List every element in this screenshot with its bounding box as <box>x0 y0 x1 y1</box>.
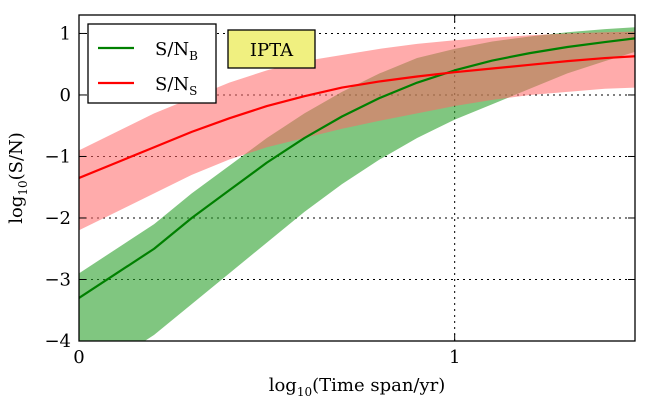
legend-label-sn-s: S/NS <box>155 74 197 98</box>
x-tick-label: 0 <box>73 347 84 368</box>
legend-box <box>87 23 217 104</box>
uncertainty-bands <box>79 27 635 341</box>
y-axis-label: log10(S/N) <box>6 132 30 224</box>
y-tick-label: 0 <box>60 85 71 106</box>
x-axis-label: log10(Time span/yr) <box>269 375 446 399</box>
legend-label-sn-b: S/NB <box>155 39 198 63</box>
x-tick-label: 1 <box>449 347 460 368</box>
line-sn-b <box>79 37 635 299</box>
ipta-label: IPTA <box>250 40 294 61</box>
band-sn-b <box>79 27 635 341</box>
ipta-annotation: IPTA <box>227 29 316 69</box>
ticks: −4 −3 −2 −1 0 1 0 1 <box>44 15 635 368</box>
y-tick-label: −4 <box>44 331 71 352</box>
band-sn-s <box>79 31 635 231</box>
y-tick-label: −1 <box>44 146 71 167</box>
series-lines <box>79 37 635 299</box>
ipta-box <box>227 29 316 69</box>
plot-frame <box>78 14 636 342</box>
legend: S/NB S/NS <box>87 23 217 104</box>
line-sn-s <box>79 55 635 180</box>
y-tick-label: −3 <box>44 269 71 290</box>
y-tick-label: −2 <box>44 208 71 229</box>
y-tick-label: 1 <box>60 23 71 44</box>
